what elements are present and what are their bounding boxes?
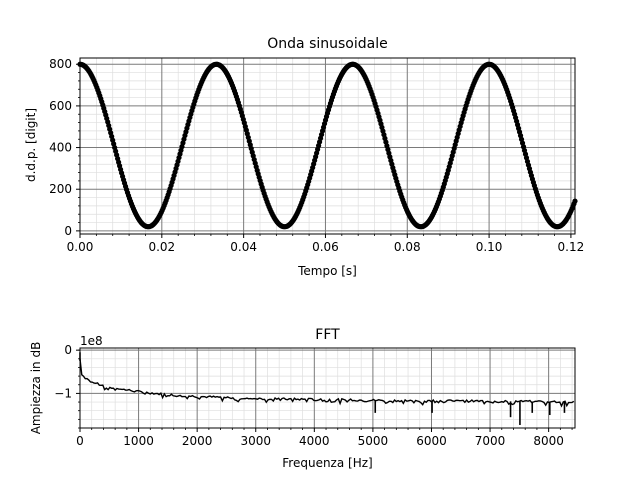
sine-chart-frame	[79, 57, 576, 235]
y-tick-label: 600	[49, 99, 72, 113]
fft-chart-offset-label: 1e8	[80, 334, 103, 348]
fft-chart-ylabel: Ampiezza in dB	[29, 342, 43, 435]
fft-chart-title: FFT	[315, 327, 340, 343]
x-tick-label: 6000	[416, 434, 447, 448]
x-tick-label: 3000	[240, 434, 271, 448]
x-tick-label: 0.12	[558, 240, 585, 254]
x-tick-label: 8000	[533, 434, 564, 448]
y-tick-label: 400	[49, 141, 72, 155]
x-tick-label: 0.00	[67, 240, 94, 254]
fft-series-line	[79, 358, 575, 408]
y-tick-label: 200	[49, 182, 72, 196]
x-tick-label: 5000	[358, 434, 389, 448]
fft-chart-xlabel: Frequenza [Hz]	[282, 456, 372, 470]
x-tick-label: 1000	[123, 434, 154, 448]
fft-chart: FFT 1e8 Ampiezza in dB Frequenza [Hz] 0 1…	[29, 327, 576, 470]
y-tick-label: −1	[54, 386, 72, 400]
y-tick-label: 0	[64, 224, 72, 238]
x-tick-label: 0.04	[230, 240, 257, 254]
y-tick-label: 800	[49, 57, 72, 71]
sine-chart-title: Onda sinusoidale	[267, 36, 387, 52]
x-tick-label: 0.02	[148, 240, 175, 254]
x-tick-label: 2000	[182, 434, 213, 448]
x-tick-label: 7000	[475, 434, 506, 448]
x-tick-label: 0.08	[394, 240, 421, 254]
x-tick-label: 0.06	[312, 240, 339, 254]
x-tick-label: 0	[76, 434, 84, 448]
fft-chart-frame	[79, 347, 576, 429]
sine-chart-ylabel: d.d.p. [digit]	[24, 108, 38, 182]
x-tick-label: 4000	[299, 434, 330, 448]
x-tick-label: 0.10	[476, 240, 503, 254]
y-tick-label: 0	[64, 343, 72, 357]
sine-series-line	[79, 63, 576, 228]
sine-chart-xlabel: Tempo [s]	[297, 264, 357, 278]
sine-chart: Onda sinusoidale d.d.p. [digit] Tempo [s…	[24, 36, 584, 278]
